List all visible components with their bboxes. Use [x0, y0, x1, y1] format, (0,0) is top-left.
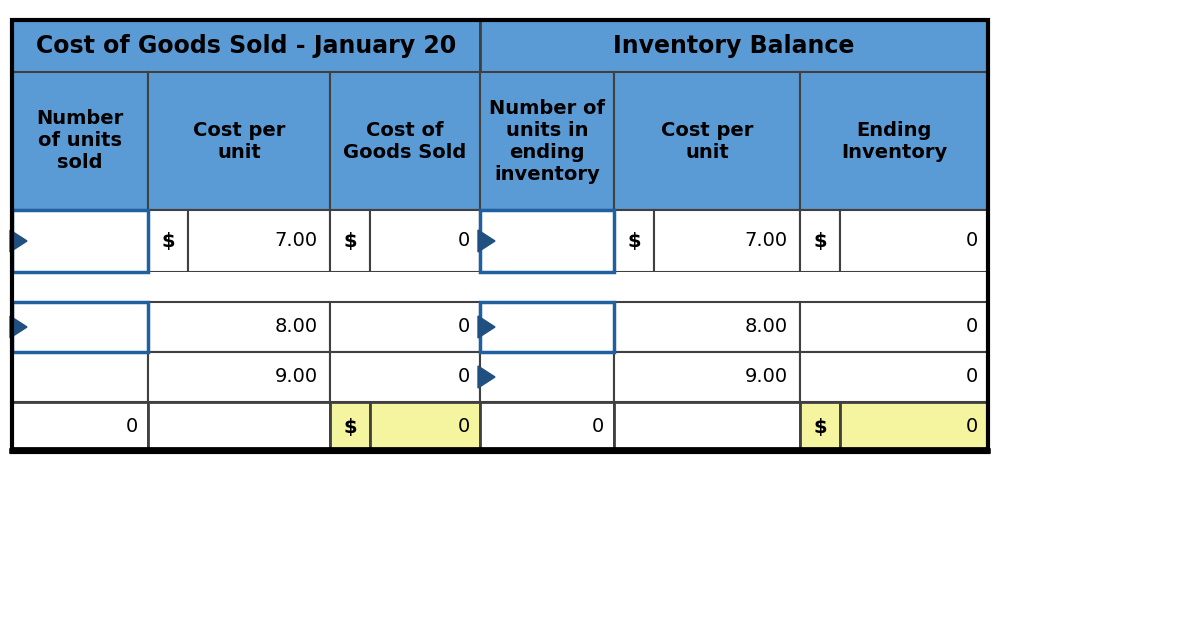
- Text: 0: 0: [126, 417, 138, 436]
- Bar: [12, 72, 148, 210]
- Text: $: $: [161, 232, 175, 250]
- Text: 7.00: 7.00: [745, 232, 788, 250]
- Bar: [840, 402, 988, 452]
- Bar: [614, 210, 654, 272]
- Polygon shape: [10, 230, 28, 252]
- Bar: [480, 302, 614, 352]
- Text: 0: 0: [457, 232, 470, 250]
- Text: $: $: [343, 417, 356, 436]
- Text: $: $: [343, 232, 356, 250]
- Text: $: $: [814, 232, 827, 250]
- Bar: [330, 72, 480, 210]
- Text: 8.00: 8.00: [745, 317, 788, 337]
- Bar: [614, 352, 800, 402]
- Bar: [370, 402, 480, 452]
- Bar: [614, 402, 800, 452]
- Text: Cost per
unit: Cost per unit: [193, 120, 286, 161]
- Text: Number
of units
sold: Number of units sold: [36, 109, 124, 173]
- Text: 9.00: 9.00: [275, 367, 318, 387]
- Text: 9.00: 9.00: [745, 367, 788, 387]
- Bar: [800, 402, 840, 452]
- Bar: [12, 20, 988, 452]
- Text: $: $: [814, 417, 827, 436]
- Bar: [12, 302, 148, 352]
- Text: 0: 0: [966, 317, 978, 337]
- Polygon shape: [478, 366, 496, 388]
- Text: Cost of
Goods Sold: Cost of Goods Sold: [343, 120, 467, 161]
- Bar: [12, 210, 148, 272]
- Bar: [480, 402, 614, 452]
- Bar: [330, 210, 370, 272]
- Bar: [480, 20, 988, 72]
- Bar: [148, 302, 330, 352]
- Text: Cost per
unit: Cost per unit: [661, 120, 754, 161]
- Bar: [480, 210, 614, 272]
- Bar: [800, 352, 988, 402]
- Bar: [148, 210, 188, 272]
- Bar: [480, 352, 614, 402]
- Text: Ending
Inventory: Ending Inventory: [841, 120, 947, 161]
- Bar: [614, 72, 800, 210]
- Bar: [188, 210, 330, 272]
- Bar: [148, 352, 330, 402]
- Text: 0: 0: [966, 232, 978, 250]
- Text: $: $: [628, 232, 641, 250]
- Bar: [800, 72, 988, 210]
- Polygon shape: [10, 316, 28, 338]
- Bar: [800, 210, 840, 272]
- Text: Inventory Balance: Inventory Balance: [613, 34, 854, 58]
- Bar: [654, 210, 800, 272]
- Text: 8.00: 8.00: [275, 317, 318, 337]
- Text: 0: 0: [457, 317, 470, 337]
- Text: Number of
units in
ending
inventory: Number of units in ending inventory: [490, 99, 605, 184]
- Text: 0: 0: [457, 367, 470, 387]
- Bar: [12, 20, 480, 72]
- Text: 0: 0: [966, 417, 978, 436]
- Bar: [480, 72, 614, 210]
- Polygon shape: [478, 316, 496, 338]
- Bar: [12, 402, 148, 452]
- Text: Cost of Goods Sold - January 20: Cost of Goods Sold - January 20: [36, 34, 456, 58]
- Bar: [330, 302, 480, 352]
- Bar: [12, 352, 148, 402]
- Text: 0: 0: [592, 417, 604, 436]
- Bar: [840, 210, 988, 272]
- Bar: [148, 72, 330, 210]
- Bar: [12, 272, 988, 302]
- Bar: [148, 402, 330, 452]
- Text: 7.00: 7.00: [275, 232, 318, 250]
- Bar: [370, 210, 480, 272]
- Text: 0: 0: [966, 367, 978, 387]
- Bar: [330, 402, 370, 452]
- Polygon shape: [478, 230, 496, 252]
- Text: 0: 0: [457, 417, 470, 436]
- Bar: [800, 302, 988, 352]
- Bar: [330, 352, 480, 402]
- Bar: [614, 302, 800, 352]
